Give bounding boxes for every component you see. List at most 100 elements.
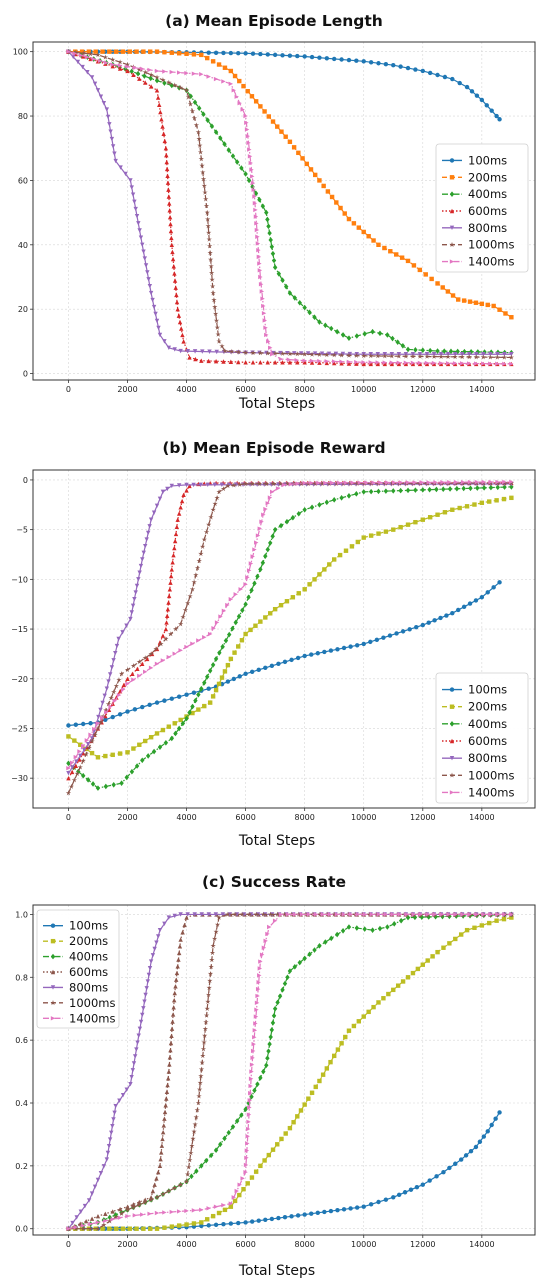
data-point (132, 1054, 138, 1059)
data-point (241, 83, 246, 89)
data-point (323, 939, 328, 945)
data-point (274, 911, 281, 917)
data-point (172, 990, 177, 996)
data-point (185, 94, 192, 100)
data-point (246, 594, 251, 601)
y-tick-label: −10 (11, 575, 28, 584)
data-point (464, 84, 470, 90)
data-point (169, 242, 174, 247)
data-point (198, 156, 204, 162)
data-point (374, 637, 380, 642)
data-point (252, 580, 257, 587)
data-point (176, 1209, 182, 1214)
data-point (227, 912, 233, 917)
data-point (143, 80, 148, 85)
data-point (361, 353, 367, 359)
data-point (221, 1202, 226, 1208)
data-point (85, 54, 90, 60)
data-point (290, 514, 296, 521)
data-point (468, 348, 474, 355)
data-point (173, 984, 178, 989)
data-point (268, 611, 273, 616)
data-point (190, 641, 195, 646)
data-point (87, 51, 94, 57)
data-point (165, 486, 170, 492)
data-point (203, 203, 210, 209)
data-point (156, 1169, 161, 1175)
data-point (162, 49, 167, 55)
data-point (104, 107, 110, 112)
legend-label: 100ms (468, 153, 507, 167)
data-point (205, 223, 211, 229)
data-point (305, 351, 311, 356)
data-point (268, 237, 273, 243)
data-point (473, 354, 479, 360)
data-point (312, 947, 317, 953)
data-point (392, 921, 397, 927)
data-point (258, 619, 263, 624)
data-point (173, 730, 178, 737)
data-point (141, 1226, 146, 1231)
data-point (243, 171, 248, 177)
data-point (164, 159, 169, 165)
data-point (435, 281, 440, 286)
data-point (140, 1212, 145, 1217)
data-point (405, 487, 411, 494)
data-point (309, 1211, 314, 1216)
data-point (266, 339, 271, 344)
data-point (400, 979, 406, 984)
data-point (201, 111, 206, 117)
data-point (66, 775, 71, 781)
data-point (434, 486, 439, 493)
data-point (184, 70, 189, 76)
data-point (288, 482, 294, 487)
data-point (260, 296, 265, 301)
data-point (322, 649, 327, 655)
data-point (322, 1209, 327, 1215)
data-point (81, 747, 87, 753)
chart-title-a: (a) Mean Episode Length (165, 12, 383, 30)
data-point (394, 631, 399, 636)
data-point (420, 517, 425, 522)
data-point (454, 479, 459, 485)
data-point (295, 655, 301, 661)
data-point (377, 925, 383, 932)
data-point (127, 1226, 132, 1231)
y-tick-label: 100 (13, 48, 28, 57)
data-point (203, 529, 210, 535)
series-1400ms (66, 912, 514, 1231)
data-point (420, 68, 425, 74)
data-point (382, 361, 388, 367)
legend-marker (449, 208, 455, 214)
x-tick-label: 8000 (294, 385, 314, 394)
data-point (323, 480, 328, 486)
data-point (332, 557, 337, 562)
data-point (371, 1004, 376, 1010)
data-point (158, 641, 164, 647)
data-point (253, 1169, 259, 1174)
data-point (346, 352, 352, 358)
data-point (287, 139, 293, 144)
data-point (137, 742, 142, 747)
series-line (68, 486, 512, 789)
data-point (488, 352, 493, 357)
data-point (355, 539, 361, 545)
data-point (131, 1061, 137, 1066)
data-point (113, 1226, 119, 1231)
data-point (187, 483, 192, 489)
data-point (205, 1217, 210, 1222)
data-point (261, 512, 266, 517)
data-point (178, 348, 183, 354)
data-point (343, 480, 349, 485)
data-point (152, 946, 157, 952)
data-point (124, 623, 129, 628)
data-point (509, 484, 514, 490)
data-point (184, 51, 189, 57)
data-point (166, 1188, 172, 1194)
data-point (109, 665, 115, 670)
data-point (197, 149, 204, 155)
data-point (183, 87, 190, 93)
data-point (164, 1096, 169, 1101)
data-point (280, 987, 285, 993)
